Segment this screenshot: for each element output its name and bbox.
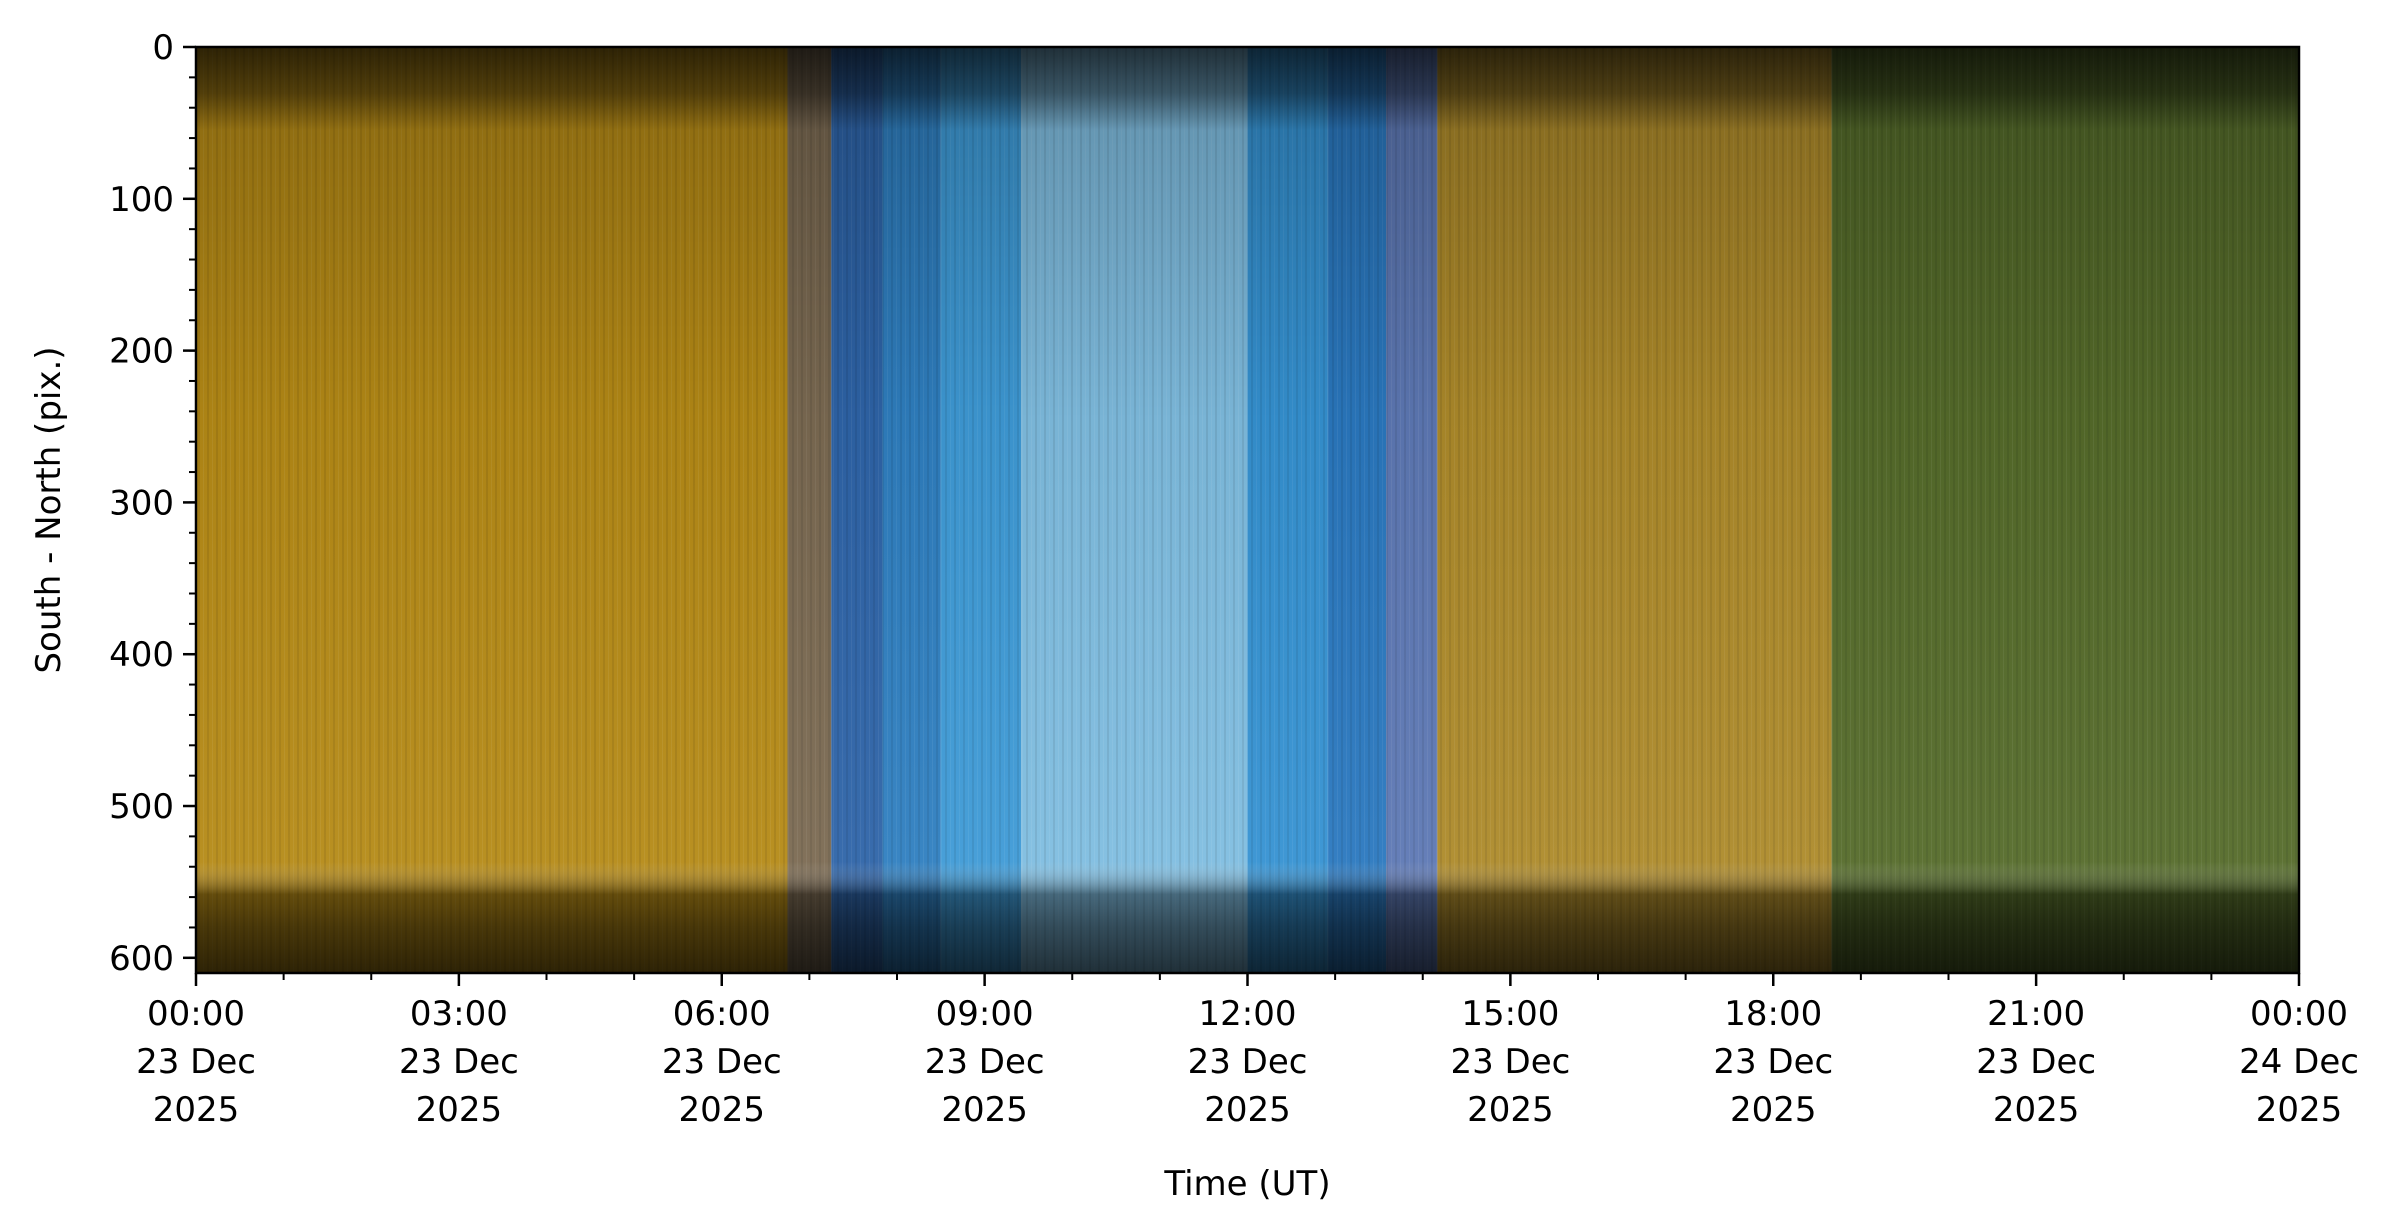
x-tick-label: 00:00 23 Dec 2025 bbox=[136, 994, 256, 1130]
x-tick-label: 18:00 23 Dec 2025 bbox=[1713, 994, 1833, 1130]
y-axis: 0 100 200 300 400 500 600 bbox=[109, 28, 196, 979]
y-tick-label: 200 bbox=[109, 332, 174, 372]
y-tick-label: 0 bbox=[152, 28, 174, 68]
x-tick-label: 06:00 23 Dec 2025 bbox=[662, 994, 782, 1130]
x-tick-label: 00:00 24 Dec 2025 bbox=[2239, 994, 2359, 1130]
x-tick-label: 15:00 23 Dec 2025 bbox=[1450, 994, 1570, 1130]
y-tick-label: 300 bbox=[109, 483, 174, 523]
x-tick-label: 21:00 23 Dec 2025 bbox=[1976, 994, 2096, 1130]
y-tick-label: 100 bbox=[109, 180, 174, 220]
y-tick-label: 500 bbox=[109, 787, 174, 827]
y-tick-label: 600 bbox=[109, 939, 174, 979]
x-axis-title: Time (UT) bbox=[1163, 1164, 1330, 1204]
plot-area bbox=[194, 45, 2301, 975]
vertical-shading bbox=[196, 47, 2299, 973]
y-axis-title: South - North (pix.) bbox=[29, 346, 69, 673]
x-tick-label: 12:00 23 Dec 2025 bbox=[1188, 994, 1308, 1130]
x-tick-label: 03:00 23 Dec 2025 bbox=[399, 994, 519, 1130]
x-axis: 00:00 23 Dec 2025 03:00 23 Dec 2025 06:00 23 De… bbox=[136, 973, 2359, 1130]
x-tick-label: 09:00 23 Dec 2025 bbox=[925, 994, 1045, 1130]
y-tick-label: 400 bbox=[109, 635, 174, 675]
